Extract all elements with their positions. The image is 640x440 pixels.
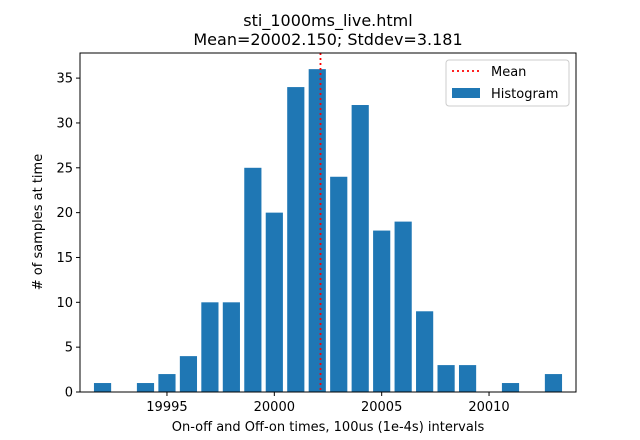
legend-histogram-swatch [452,88,480,98]
histogram-bar [265,212,283,392]
y-tick-label: 25 [56,161,73,176]
x-tick-label: 20000 [254,400,295,415]
y-tick-label: 30 [56,116,73,131]
histogram-bar [458,365,477,392]
histogram-bar [373,230,391,392]
x-tick-label: 20010 [468,400,509,415]
histogram-bar [136,383,155,392]
y-axis-label: # of samples at time [31,154,46,290]
histogram-bar [544,374,563,392]
legend: Mean Histogram [445,59,570,107]
y-tick-label: 15 [56,251,73,266]
plot-frame [79,52,577,393]
y-tick-label: 0 [65,386,73,401]
histogram-bar [179,356,198,392]
y-tick-label: 10 [56,296,73,311]
histogram-bar [201,302,219,392]
y-tick-label: 35 [56,72,73,87]
histogram-bar [158,374,176,392]
y-tick-label: 5 [65,341,73,356]
histogram-bar [93,383,112,392]
x-tick-label: 19995 [146,400,187,415]
histogram-bar [222,302,240,392]
legend-histogram-label: Histogram [491,87,558,102]
histogram-bar [501,383,520,392]
histogram-bar [416,311,434,392]
histogram-bar [437,365,455,392]
y-tick-label: 20 [56,206,73,221]
histogram-bar [330,176,348,392]
legend-mean-label: Mean [491,65,526,80]
y-axis-ticks: 0 5 10 15 20 25 30 35 [56,72,80,401]
histogram-bar [308,69,326,393]
histogram-bar [244,167,262,392]
x-axis-label: On-off and Off-on times, 100us (1e-4s) i… [172,420,485,435]
x-axis-ticks: 19995 20000 20005 20010 [146,392,510,415]
chart-subtitle: Mean=20002.150; Stddev=3.181 [193,30,462,49]
histogram-bar [287,87,305,392]
chart-title: sti_1000ms_live.html [243,11,412,31]
histogram-bar [394,221,412,392]
x-tick-label: 20005 [361,400,402,415]
histogram-bar [351,105,369,393]
bars-group [93,69,563,393]
